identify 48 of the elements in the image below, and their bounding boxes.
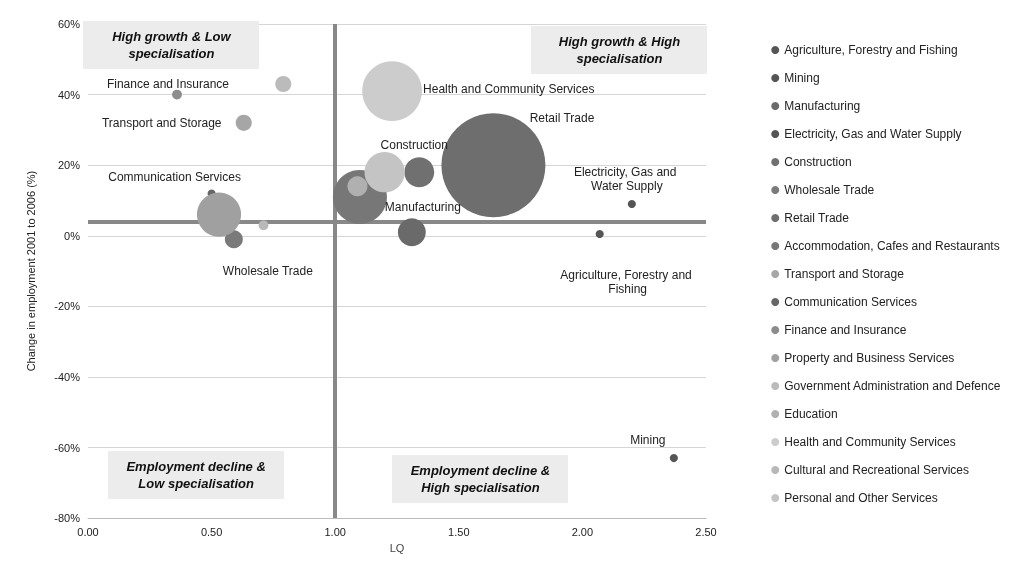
- legend-label: Manufacturing: [784, 99, 861, 113]
- annotation: Mining: [630, 433, 666, 448]
- annotation: Wholesale Trade: [222, 264, 314, 279]
- annotation: Retail Trade: [529, 111, 595, 126]
- legend-label: Accommodation, Cafes and Restaurants: [784, 239, 1000, 253]
- quadrant-label-box: Employment decline & High specialisation: [392, 454, 569, 503]
- legend-label: Communication Services: [784, 295, 917, 309]
- legend-label: Personal and Other Services: [784, 491, 938, 505]
- x-tick-label: 1.50: [448, 525, 470, 538]
- legend-label: Property and Business Services: [784, 351, 955, 365]
- legend-label: Construction: [784, 155, 852, 169]
- legend-label: Finance and Insurance: [784, 323, 907, 337]
- annotation: Communication Services: [108, 170, 241, 185]
- quadrant-label-box: High growth & Low specialisation: [83, 21, 260, 70]
- legend-label: Education: [784, 407, 838, 421]
- annotation: Manufacturing: [384, 200, 461, 215]
- legend-label: Wholesale Trade: [784, 183, 875, 197]
- y-tick-label: 20%: [57, 159, 81, 172]
- legend-label: Mining: [784, 71, 820, 85]
- annotation: Transport and Storage: [101, 115, 222, 130]
- annotation: Health and Community Services: [423, 82, 595, 97]
- x-tick-label: 0.00: [77, 525, 99, 538]
- y-tick-label: -80%: [54, 512, 81, 525]
- x-tick-label: 2.50: [695, 525, 717, 538]
- quadrant-label-box: Employment decline & Low specialisation: [108, 450, 285, 499]
- x-tick-label: 2.00: [571, 525, 594, 538]
- legend-label: Electricity, Gas and Water Supply: [784, 127, 962, 141]
- annotation: Finance and Insurance: [106, 76, 230, 91]
- y-tick-label: -60%: [54, 441, 81, 454]
- quadrant-label-box: High growth & High specialisation: [531, 26, 708, 75]
- legend-label: Agriculture, Forestry and Fishing: [784, 43, 958, 57]
- x-tick-label: 1.00: [324, 525, 346, 538]
- annotation: Agriculture, Forestry and Fishing: [560, 267, 696, 296]
- legend-label: Cultural and Recreational Services: [784, 463, 969, 477]
- annotation: Construction: [380, 138, 448, 153]
- y-axis-title: Change in employment 2001 to 2006 (%): [24, 170, 37, 372]
- legend-label: Government Administration and Defence: [784, 379, 1001, 393]
- x-axis-title: LQ: [389, 541, 405, 554]
- y-tick-label: 60%: [57, 18, 81, 30]
- annotation: Electricity, Gas and Water Supply: [573, 164, 680, 193]
- legend-label: Health and Community Services: [784, 435, 956, 449]
- y-tick-label: 40%: [57, 88, 81, 101]
- legend-label: Transport and Storage: [784, 267, 905, 281]
- y-tick-label: 0%: [64, 229, 81, 242]
- y-tick-label: -40%: [54, 370, 81, 383]
- legend-label: Retail Trade: [784, 211, 850, 225]
- x-tick-label: 0.50: [200, 525, 223, 538]
- y-tick-label: -20%: [54, 300, 81, 313]
